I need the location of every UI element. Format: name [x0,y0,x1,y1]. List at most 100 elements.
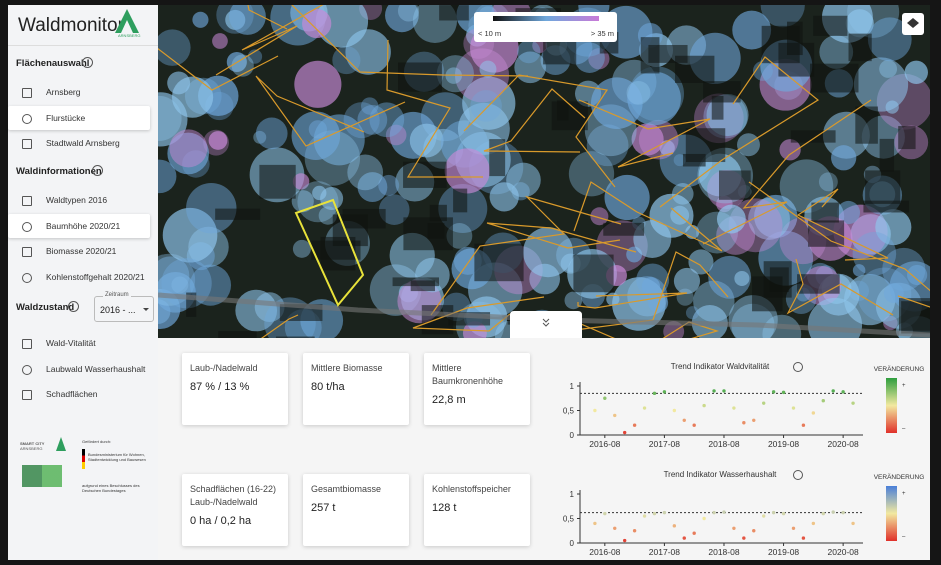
select-value: 2016 - ... [100,305,136,315]
canopy-patch [590,207,609,226]
canopy-patch [361,97,379,115]
canopy-patch [818,172,838,192]
dark-patch [813,15,848,36]
menu-item[interactable]: Wald-Vitalität [46,338,96,348]
dark-patch [811,202,839,223]
dark-patch [810,63,859,93]
data-point [801,536,806,540]
parcel-border [748,181,930,308]
menu-item[interactable]: Biomasse 2020/21 [46,246,117,256]
legend-minus: – [902,534,906,540]
x-tick-label: 2018-08 [708,439,739,449]
y-tick-label: 0,5 [563,515,575,524]
data-point [831,510,835,514]
menu-item[interactable]: Waldtypen 2016 [46,195,108,205]
canopy-patch [189,264,232,306]
canopy-patch [192,11,209,28]
legend-ramp [886,378,897,433]
card-label: Mittlere Baumkronenhöhe [432,363,504,386]
card-value: 128 t [432,502,457,514]
menu-item[interactable]: Stadtwald Arnsberg [46,138,120,148]
menu-icon [22,339,32,349]
menu-item[interactable]: Kohlenstoffgehalt 2020/21 [46,271,145,282]
data-point [593,521,597,526]
dark-patch [403,161,447,188]
menu-item[interactable]: Arnsberg [46,87,81,97]
canopy-patch [489,182,519,212]
period-select[interactable]: Zeitraum 2016 - ... [94,292,154,322]
canopy-patch [291,190,314,213]
menu-item[interactable]: Schadflächen [46,389,98,399]
canopy-patch [853,57,909,112]
parcel-border [430,195,622,316]
data-point [821,399,825,403]
data-point [821,511,825,516]
parcel-border [261,314,299,338]
canopy-patch [167,132,210,175]
parcel-border [483,88,586,153]
card-value: 257 t [311,502,336,514]
card-label: Laub-/Nadelwald [190,363,258,373]
canopy-patch [444,148,490,194]
canopy-patch [470,90,502,122]
x-tick-label: 2020-08 [828,439,859,449]
stat-card: Mittlere Biomasse 80 t/ha [303,353,409,425]
legend-max: > 35 m [591,29,614,38]
menu-icon [22,196,32,206]
dark-patch [573,254,614,293]
info-icon [793,470,803,480]
dark-patch [763,261,792,298]
canopy-patch [590,77,643,130]
parcel-border [486,222,637,253]
canopy-patch [318,206,338,225]
y-tick-label: 1 [570,382,575,391]
footer-funded: Gefördert durch: [82,439,112,444]
parcel-border [796,188,889,261]
logo-subtitle: ARNSBERG [118,33,141,38]
info-icon [82,57,93,68]
canopy-patch [626,80,651,105]
data-point [791,526,796,530]
canopy-patch [320,186,344,211]
dark-patch [218,331,257,338]
data-point [722,389,726,393]
parcel-border [659,56,820,208]
canopy-patch [231,54,254,77]
dark-patch [879,138,895,172]
canopy-patch [867,17,912,62]
footer-resolution: aufgrund eines Beschlusses des Deutschen… [82,483,140,493]
data-point [662,510,667,515]
dark-patch [603,222,645,236]
selected-parcel [294,198,365,307]
stat-card: Kohlenstoffspeicher 128 t [424,474,530,546]
dark-patch [855,106,878,144]
menu-icon [22,364,32,375]
select-arrow [143,308,149,311]
menu-item[interactable]: Laubwald Wasserhaushalt [46,363,146,374]
dark-patch [439,5,469,21]
collapse-icon [542,322,550,327]
stat-card: Gesamtbiomasse 257 t [303,474,409,546]
canopy-patch [332,46,361,75]
x-tick-label: 2019-08 [768,439,799,449]
dark-patch [489,139,506,177]
canopy-patch [162,207,218,263]
canopy-patch [294,60,342,108]
canopy-patch [182,150,210,178]
sidebar: Waldmonitor ARNSBERG Flächenauswahl Arnsb… [8,5,158,560]
legend-minus: – [902,426,906,432]
section-title: Flächenauswahl [16,58,90,69]
legend-title: VERÄNDERUNG [874,473,925,481]
x-tick-label: 2020-08 [828,547,859,557]
data-point [603,511,607,516]
canopy-patch [875,209,912,246]
menu-icon [22,221,32,232]
parcel-border [578,99,711,168]
canopy-patch [604,174,650,221]
canopy-patch [779,159,834,213]
canopy-patch [158,253,196,306]
x-tick-label: 2019-08 [768,547,799,557]
stat-card: Schadflächen (16-22) Laub-/Nadelwald 0 ha… [182,474,288,546]
map[interactable]: < 10 m > 35 m [158,5,930,338]
canopy-patch [852,264,866,277]
